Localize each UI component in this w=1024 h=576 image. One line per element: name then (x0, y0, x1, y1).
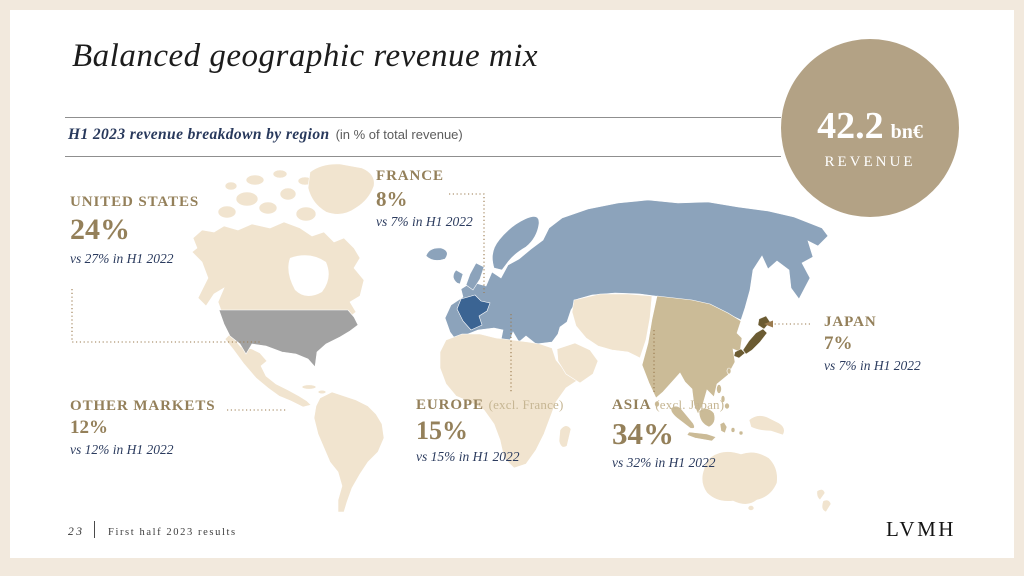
region-share: 12% (70, 417, 108, 439)
map-central-asia (571, 293, 653, 359)
map-tasmania (747, 505, 755, 511)
map-south-america (313, 391, 385, 513)
region-prior-year: vs 15% in H1 2022 (416, 449, 520, 465)
map-new-zealand (816, 489, 826, 501)
region-prior-year: vs 12% in H1 2022 (70, 442, 174, 458)
region-name: JAPAN (824, 314, 877, 330)
map-sumatra (670, 405, 695, 429)
connector-japan-arrowhead (764, 320, 773, 328)
map-philippines (716, 384, 730, 410)
map-region-africa-middle-east (439, 293, 653, 469)
footer-separator (94, 521, 95, 538)
slide-title: Balanced geographic revenue mix (72, 38, 539, 74)
map-sulawesi (719, 421, 728, 434)
region-callout-france: FRANCE 8% vs 7% in H1 2022 (376, 168, 473, 230)
chart-subtitle: H1 2023 revenue breakdown by region (in %… (68, 126, 463, 144)
region-name: EUROPE (excl. France) (416, 397, 564, 413)
header-rule-bottom (65, 156, 781, 157)
map-borneo (698, 408, 716, 428)
map-taiwan (726, 367, 732, 375)
map-region-asia (641, 295, 744, 442)
map-hudson-bay (288, 255, 329, 297)
region-name: UNITED STATES (70, 194, 200, 210)
region-share: 15% (416, 416, 468, 446)
map-caribbean (301, 384, 317, 390)
revenue-caption: REVENUE (824, 153, 916, 170)
subtitle-note: (in % of total revenue) (335, 127, 463, 142)
map-australia (701, 451, 778, 505)
map-region-japan (733, 315, 771, 359)
map-united-kingdom (465, 262, 485, 291)
region-callout-japan: JAPAN 7% vs 7% in H1 2022 (824, 314, 921, 374)
region-share: 34% (612, 416, 674, 452)
region-name-suffix: (excl. Japan) (655, 397, 725, 412)
footer-presentation-title: First half 2023 results (108, 527, 237, 538)
region-name: FRANCE (376, 168, 444, 184)
header-rule-top (65, 117, 781, 118)
subtitle-emphasis: H1 2023 revenue breakdown by region (68, 126, 330, 143)
map-region-france (456, 294, 491, 331)
connector-france (449, 193, 485, 293)
map-new-guinea (748, 415, 785, 436)
map-canada-arctic-islands (217, 169, 329, 222)
map-java (686, 431, 717, 442)
region-callout-other-markets: OTHER MARKETS 12% vs 12% in H1 2022 (70, 398, 215, 458)
callout-connectors (71, 193, 810, 411)
map-region-north-america (191, 163, 385, 513)
map-arabia (556, 342, 599, 384)
map-scandinavia (492, 216, 540, 271)
region-callout-europe: EUROPE (excl. France) 15% vs 15% in H1 2… (416, 397, 564, 465)
region-prior-year: vs 7% in H1 2022 (824, 358, 921, 374)
map-region-europe-russia (425, 199, 829, 347)
connector-united-states (71, 289, 262, 343)
region-share: 7% (824, 333, 853, 355)
map-sri-lanka (654, 400, 660, 408)
map-ireland (452, 269, 464, 285)
map-eurasia-mainland (444, 199, 829, 347)
region-callout-united-states: UNITED STATES 24% vs 27% in H1 2022 (70, 194, 199, 266)
map-hokkaido (757, 315, 771, 330)
region-callout-asia: ASIA (excl. Japan) 34% vs 32% in H1 2022 (612, 397, 724, 470)
map-kyushu (733, 348, 746, 359)
map-honshu (742, 328, 768, 355)
map-greenland (307, 163, 375, 215)
region-name: OTHER MARKETS (70, 398, 216, 414)
map-region-oceania (701, 415, 832, 513)
revenue-value-row: 42.2 bn€ (817, 104, 923, 148)
page-number: 23 (68, 526, 85, 538)
revenue-badge: 42.2 bn€ REVENUE (781, 39, 959, 217)
region-prior-year: vs 27% in H1 2022 (70, 250, 174, 266)
map-madagascar (558, 425, 572, 448)
revenue-unit: bn€ (890, 120, 923, 143)
region-name-suffix: (excl. France) (488, 397, 564, 412)
region-share: 24% (70, 213, 130, 247)
region-prior-year: vs 7% in H1 2022 (376, 214, 473, 230)
map-canada (191, 221, 365, 321)
region-share: 8% (376, 187, 408, 212)
lvmh-logo: LVMH (886, 517, 956, 541)
revenue-value: 42.2 (817, 104, 884, 147)
map-iceland (425, 247, 448, 261)
map-asia-mainland (641, 295, 743, 415)
map-region-united-states (218, 309, 359, 368)
map-africa (439, 333, 579, 469)
region-name: ASIA (excl. Japan) (612, 397, 725, 413)
region-prior-year: vs 32% in H1 2022 (612, 454, 716, 470)
